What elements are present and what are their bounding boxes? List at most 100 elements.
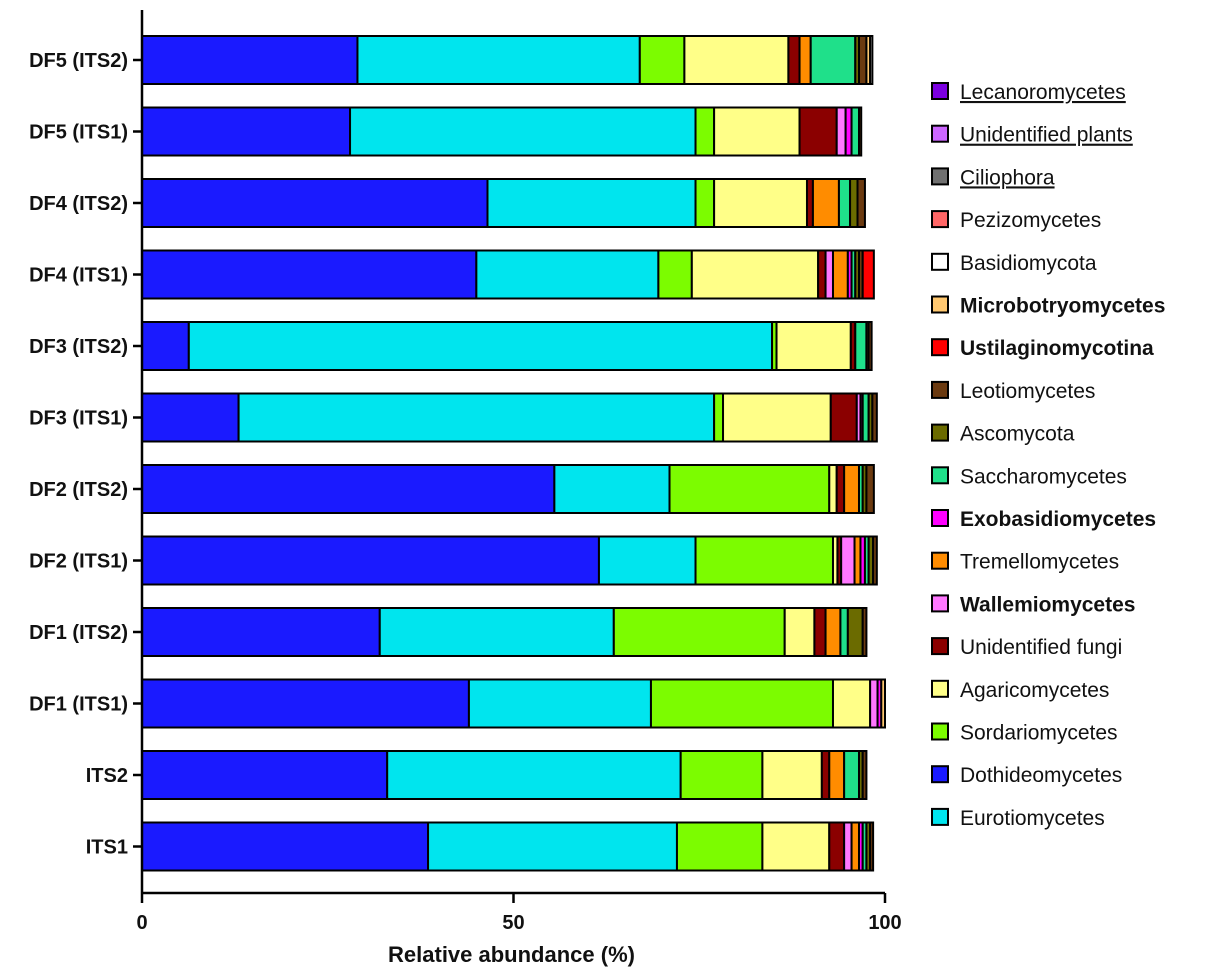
- bar-segment: [141, 535, 600, 586]
- bar-segment: [857, 106, 863, 157]
- legend-swatch: [931, 594, 949, 613]
- bar-segment: [839, 607, 849, 657]
- bar-segment: [141, 106, 352, 157]
- bar-segment: [356, 35, 641, 85]
- category-label: ITS2: [86, 765, 128, 787]
- legend-swatch: [931, 167, 949, 186]
- bar-segment: [349, 106, 697, 157]
- bar-segment: [141, 607, 381, 657]
- legend-swatch: [931, 252, 949, 271]
- x-axis-title: Relative abundance (%): [388, 942, 635, 967]
- bar-segment: [141, 178, 489, 228]
- bar-segment: [798, 106, 838, 157]
- legend-label: Basidiomycota: [960, 252, 1097, 275]
- legend-label: Saccharomycetes: [960, 465, 1127, 488]
- bar-segment: [869, 821, 875, 872]
- legend-swatch: [931, 295, 949, 314]
- bar-segment: [668, 464, 831, 514]
- bar-segment: [837, 178, 852, 228]
- bar-segment: [871, 392, 878, 443]
- category-label: DF5 (ITS1): [29, 122, 128, 144]
- legend-label: Wallemiomycetes: [960, 593, 1135, 616]
- bar-segment: [713, 178, 808, 228]
- legend-label: Leotiomycetes: [960, 380, 1095, 403]
- bar-segment: [831, 249, 849, 300]
- legend-label: Eurotiomycetes: [960, 807, 1105, 830]
- bar-segment: [475, 249, 660, 300]
- bar-segment: [638, 35, 686, 85]
- bar-segment: [820, 750, 831, 800]
- bar-segment: [854, 321, 868, 371]
- category-label: DF4 (ITS2): [29, 193, 128, 215]
- bar-segment: [141, 750, 389, 800]
- x-tick-label: 0: [136, 912, 147, 934]
- category-label: DF2 (ITS1): [29, 551, 128, 573]
- bar-segment: [553, 464, 671, 514]
- bar-segment: [761, 821, 831, 872]
- bar-segment: [835, 464, 846, 514]
- category-label: DF2 (ITS2): [29, 479, 128, 501]
- bar-segment: [141, 392, 240, 443]
- category-label: DF1 (ITS1): [29, 694, 128, 716]
- legend-swatch: [931, 637, 949, 656]
- bar-segment: [597, 535, 697, 586]
- bar-segment: [386, 750, 682, 800]
- bar-segment: [694, 106, 716, 157]
- bar-segment: [829, 392, 858, 443]
- bar-segment: [840, 535, 856, 586]
- legend-label: Ascomycota: [960, 423, 1075, 446]
- bar-segment: [857, 35, 868, 85]
- legend-label: Ciliophora: [960, 166, 1055, 189]
- bar-segment: [690, 249, 820, 300]
- bar-segment: [865, 464, 875, 514]
- x-tick-label: 100: [868, 912, 901, 934]
- bar-segment: [775, 321, 852, 371]
- legend-swatch: [931, 722, 949, 741]
- bar-segment: [861, 607, 868, 657]
- bar-segment: [141, 249, 478, 300]
- bar-segment: [835, 106, 847, 157]
- bar-segment: [675, 821, 764, 872]
- legend-swatch: [931, 807, 949, 826]
- bar-segment: [824, 607, 842, 657]
- bar-segment: [141, 35, 359, 85]
- legend-swatch: [931, 82, 949, 100]
- bar-segment: [612, 607, 786, 657]
- category-label: DF3 (ITS2): [29, 336, 128, 358]
- bar-segment: [187, 321, 774, 371]
- bar-segment: [811, 178, 840, 228]
- bar-segment: [813, 607, 827, 657]
- category-label: DF3 (ITS1): [29, 408, 128, 430]
- bar-segment: [694, 535, 834, 586]
- legend-label: Unidentified fungi: [960, 636, 1122, 659]
- legend-label: Unidentified plants: [960, 124, 1133, 147]
- bar-segment: [141, 821, 430, 872]
- legend-label: Ustilaginomycotina: [960, 337, 1154, 360]
- bar-segment: [467, 678, 652, 729]
- legend-label: Lecanoromycetes: [960, 81, 1126, 104]
- bar-segment: [861, 249, 875, 300]
- legend-swatch: [931, 466, 949, 485]
- bar-segment: [869, 678, 879, 729]
- legend-swatch: [931, 124, 949, 143]
- bar-segment: [828, 821, 846, 872]
- bar-segment: [850, 106, 860, 157]
- bar-segment: [867, 321, 873, 371]
- bar-segment: [846, 607, 864, 657]
- bar-segment: [872, 535, 878, 586]
- legend-swatch: [931, 423, 949, 442]
- legend-swatch: [931, 509, 949, 527]
- bar-segment: [722, 392, 832, 443]
- legend-swatch: [931, 338, 949, 357]
- bar-segment: [849, 178, 859, 228]
- bar-segment: [824, 249, 834, 300]
- legend-swatch: [931, 551, 949, 570]
- bar-segment: [787, 35, 801, 85]
- category-label: DF5 (ITS2): [29, 50, 128, 72]
- bar-segment: [843, 750, 860, 800]
- category-label: DF4 (ITS1): [29, 265, 128, 287]
- bar-segment: [783, 607, 816, 657]
- legend-swatch: [931, 210, 949, 229]
- bar-segment: [713, 392, 725, 443]
